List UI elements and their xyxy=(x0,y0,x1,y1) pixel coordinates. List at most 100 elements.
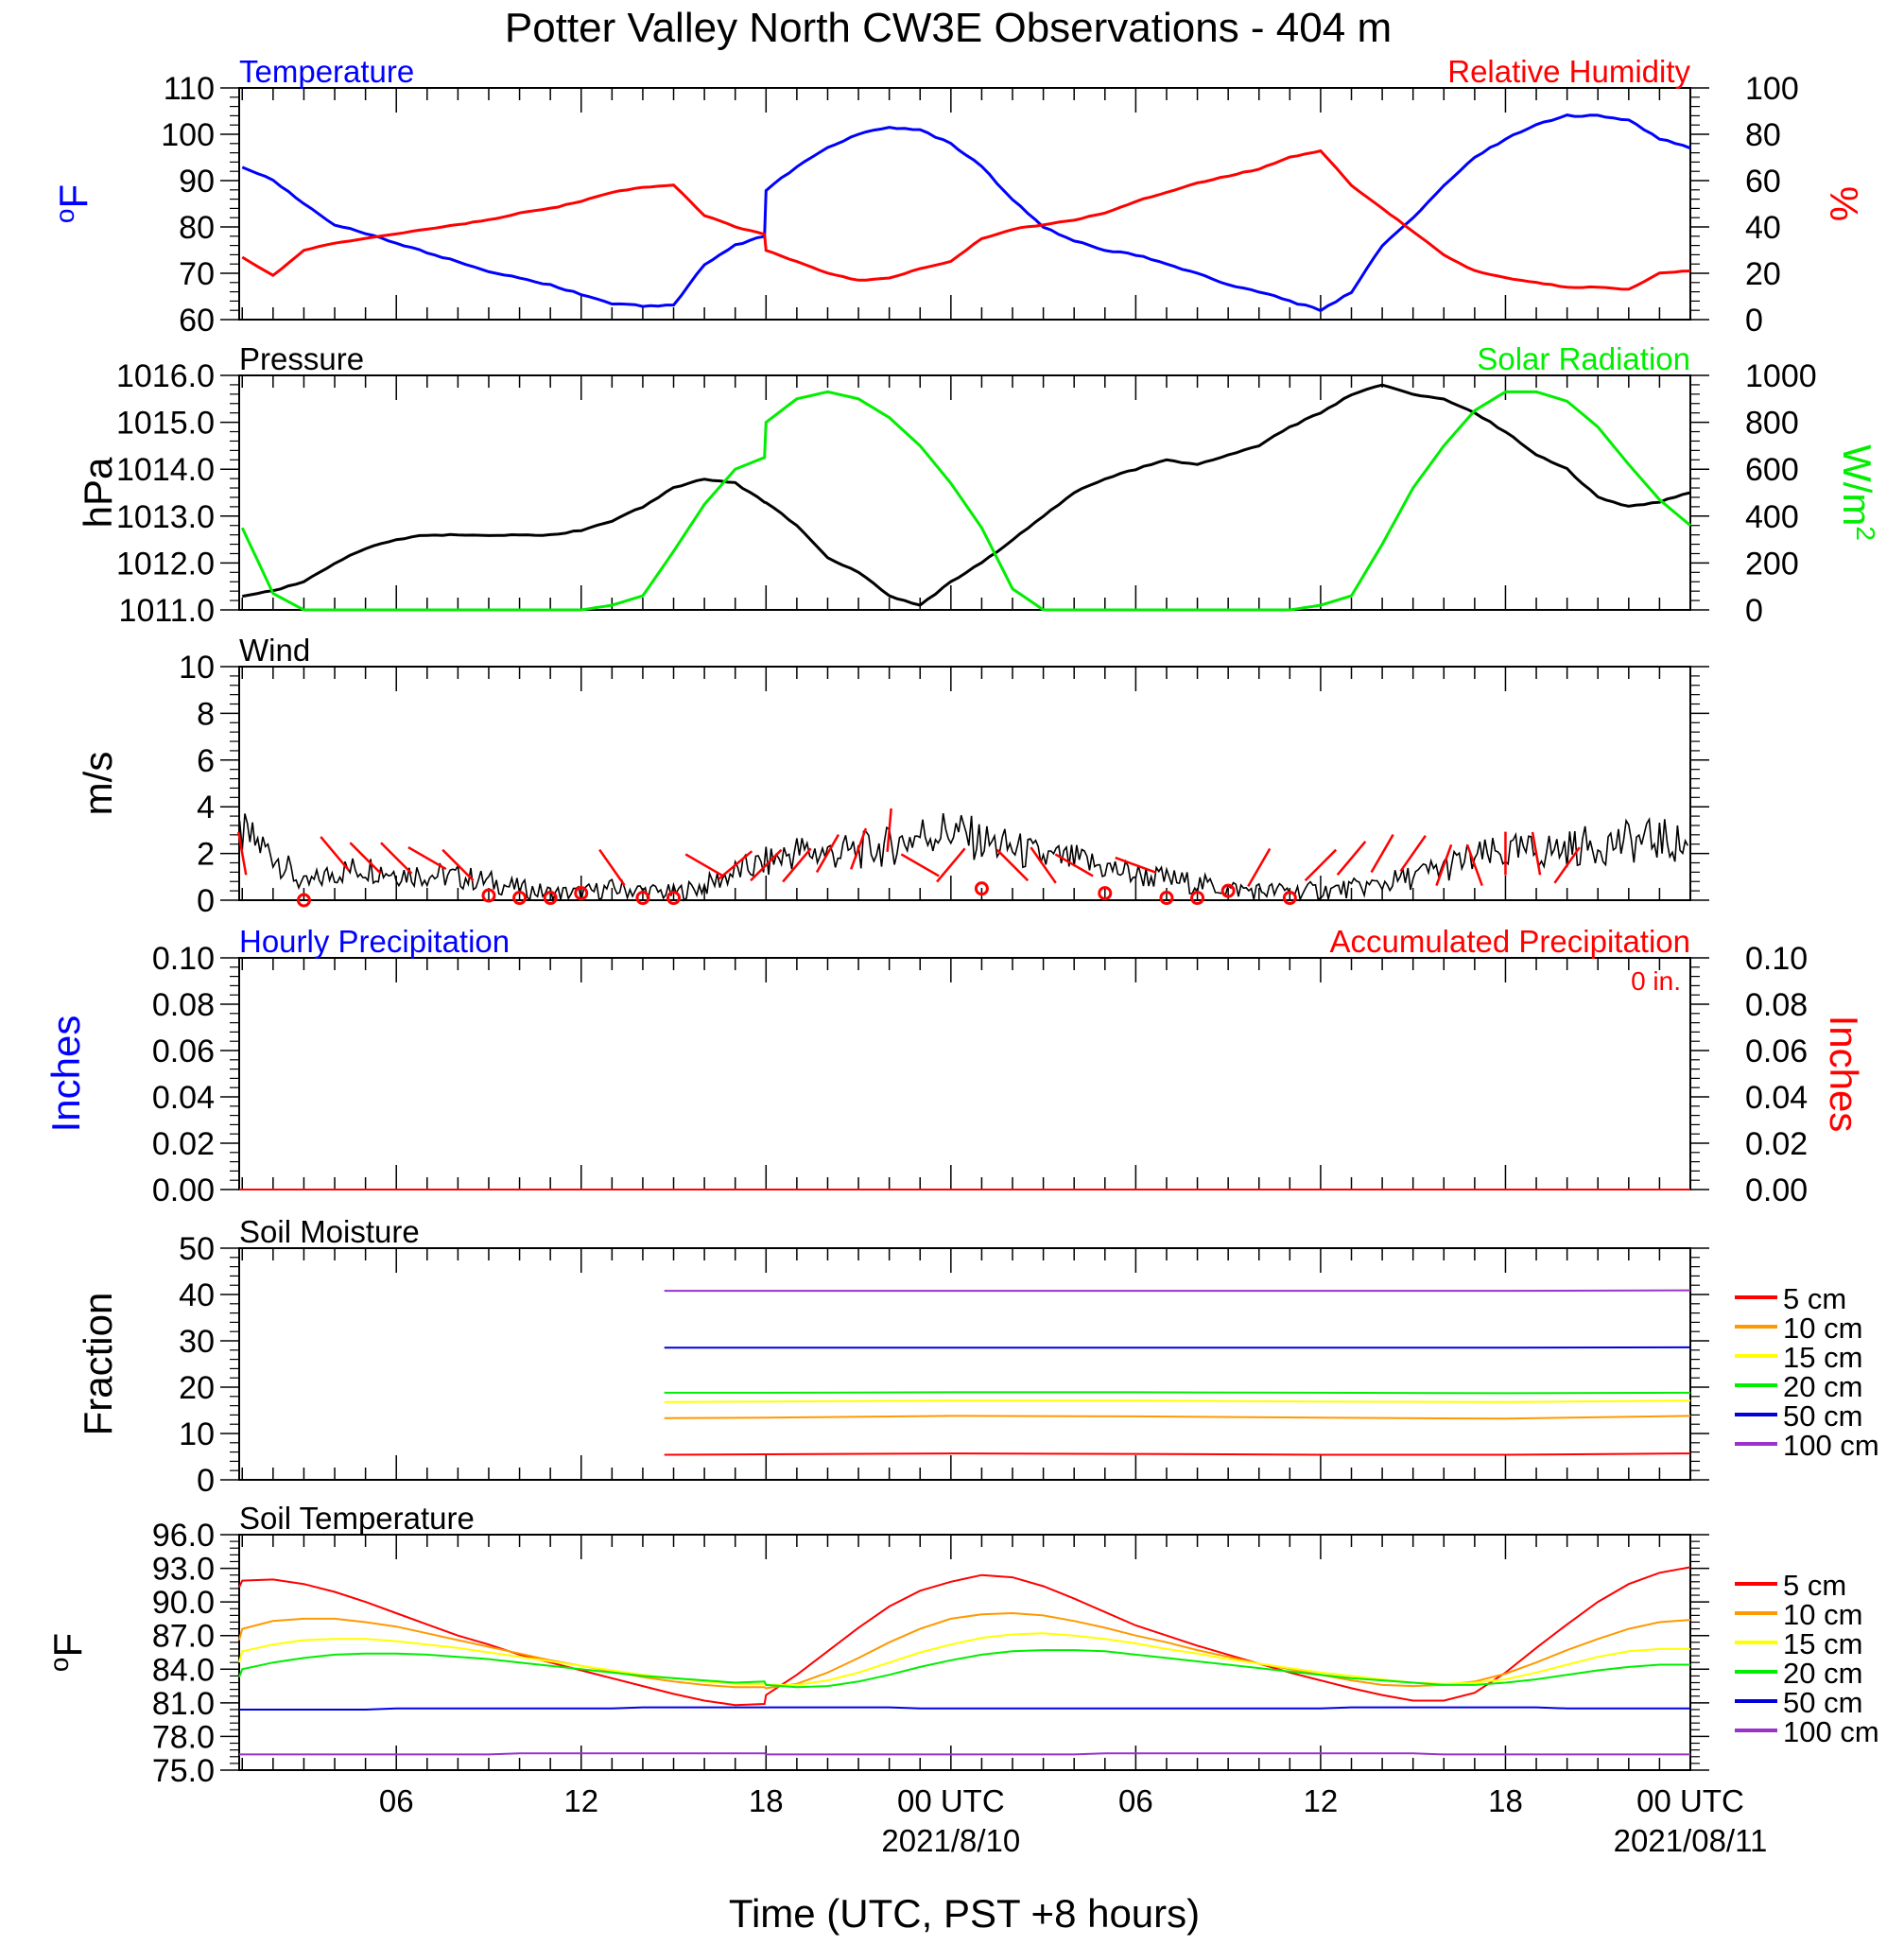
panel-temp_rh: 60 70 80 90 100 110 0 20 40 60 80 100 Temperature Rel… xyxy=(50,54,1866,339)
y-tick-label-left: 70 xyxy=(179,256,215,292)
wind-barb xyxy=(1115,856,1157,874)
panel-wind: 0 2 4 6 8 10 Wind m/s xyxy=(76,633,1709,919)
wind-barb xyxy=(900,853,940,877)
y-tick-label-left: 6 xyxy=(197,743,215,779)
x-date-label: 2021/08/11 xyxy=(1614,1823,1768,1858)
panel-left-title: Soil Temperature xyxy=(239,1501,475,1536)
legend-label: 15 cm xyxy=(1783,1341,1862,1374)
y-tick-label-left: 40 xyxy=(179,1277,215,1313)
wind-barb xyxy=(718,850,753,880)
panel-pressure_solar: 1011.0 1012.0 1013.0 1014.0 1015.0 1016.0 0 200… xyxy=(76,341,1880,629)
y-tick-label-left: 90.0 xyxy=(152,1585,215,1621)
wind-barb xyxy=(1435,843,1453,886)
y-tick-label-left: 0.06 xyxy=(152,1034,215,1069)
y-tick-label-right: 0.02 xyxy=(1745,1126,1808,1162)
y-tick-label-right: 600 xyxy=(1745,452,1799,488)
y-tick-label-right: 1000 xyxy=(1745,358,1817,394)
y-tick-label-right: 100 xyxy=(1745,71,1799,107)
y-axis-label-left: oF xyxy=(44,1633,90,1672)
panel-soil_temperature: 75.078.081.084.087.090.093.096.0 Soil Tem… xyxy=(44,1501,1879,1858)
wind-barb xyxy=(782,847,812,883)
y-tick-label-right: 0 xyxy=(1745,303,1763,339)
plot-frame xyxy=(238,87,1691,321)
y-tick-label-left: 90 xyxy=(179,164,215,200)
plot-frame xyxy=(238,1247,1691,1481)
panel-left-title: Pressure xyxy=(239,341,364,376)
y-tick-label-left: 0.10 xyxy=(152,941,215,977)
y-tick-label-right: 0.08 xyxy=(1745,987,1808,1023)
y-axis-label-left: Fraction xyxy=(76,1293,120,1436)
wind-barb-calm xyxy=(574,886,589,901)
wind-barb-calm xyxy=(543,891,558,906)
y-axis-label-left: m/s xyxy=(76,752,120,816)
wind-barb xyxy=(441,848,475,882)
y-tick-label-left: 60 xyxy=(179,303,215,339)
y-tick-label-left: 75.0 xyxy=(152,1753,215,1789)
legend-label: 20 cm xyxy=(1783,1370,1862,1403)
y-tick-label-right: 800 xyxy=(1745,406,1799,442)
y-tick-label-right: 40 xyxy=(1745,210,1781,246)
wind-barb xyxy=(886,808,892,852)
y-tick-label-right: 200 xyxy=(1745,546,1799,582)
wind-barb xyxy=(1553,846,1581,884)
y-axis-label-right: % xyxy=(1822,186,1866,221)
wind-barb xyxy=(750,848,783,882)
y-tick-label-left: 93.0 xyxy=(152,1552,215,1588)
y-tick-label-left: 1012.0 xyxy=(116,546,215,582)
plot-frame xyxy=(238,1534,1691,1771)
y-tick-label-left: 0.08 xyxy=(152,987,215,1023)
y-tick-label-right: 60 xyxy=(1745,164,1781,200)
wind-barb-calm xyxy=(296,893,311,908)
y-tick-label-left: 80 xyxy=(179,210,215,246)
plot-frame xyxy=(238,666,1691,901)
series-line-solar-radiation xyxy=(240,390,1691,612)
y-tick-label-right: 400 xyxy=(1745,499,1799,535)
wind-barb xyxy=(598,848,626,886)
panel-left-title: Temperature xyxy=(239,54,414,89)
y-tick-label-left: 81.0 xyxy=(152,1686,215,1722)
wind-barb xyxy=(850,827,868,870)
y-axis-label-right: W/m2 xyxy=(1835,444,1880,541)
y-axis-label-left: Inches xyxy=(43,1016,88,1133)
y-tick-label-left: 0.00 xyxy=(152,1173,215,1208)
y-tick-label-left: 100 xyxy=(161,117,215,153)
wind-barb-calm xyxy=(1190,891,1205,906)
wind-barb xyxy=(1399,835,1427,873)
panel-left-title: Soil Moisture xyxy=(239,1214,420,1249)
y-tick-label-left: 0 xyxy=(197,883,215,919)
legend-label: 10 cm xyxy=(1783,1312,1862,1345)
y-tick-label-left: 0 xyxy=(197,1463,215,1499)
y-tick-label-left: 84.0 xyxy=(152,1652,215,1688)
legend-label: 10 cm xyxy=(1783,1598,1862,1631)
panel-left-title: Hourly Precipitation xyxy=(239,924,510,959)
legend-label: 50 cm xyxy=(1783,1686,1862,1719)
panel-right-title: Relative Humidity xyxy=(1447,54,1690,89)
legend-label: 5 cm xyxy=(1783,1282,1846,1315)
y-tick-label-right: 0.04 xyxy=(1745,1080,1808,1116)
wind-barb xyxy=(684,853,724,877)
x-tick-label: 06 xyxy=(1118,1783,1153,1818)
legend-label: 100 cm xyxy=(1783,1429,1879,1462)
wind-barb xyxy=(380,842,413,875)
panel-left-title: Wind xyxy=(239,633,310,668)
x-date-label: 2021/8/10 xyxy=(881,1823,1020,1858)
wind-barb xyxy=(237,831,248,876)
y-tick-label-right: 0.00 xyxy=(1745,1173,1808,1208)
y-tick-label-left: 20 xyxy=(179,1370,215,1406)
legend-label: 50 cm xyxy=(1783,1399,1862,1433)
y-tick-label-left: 10 xyxy=(179,1416,215,1452)
x-tick-label: 18 xyxy=(1488,1783,1523,1818)
series-line-10-cm xyxy=(238,1611,1691,1690)
series-line-20-cm xyxy=(238,1649,1690,1689)
wind-barb xyxy=(320,836,350,872)
x-tick-label: 00 UTC xyxy=(1636,1783,1744,1818)
y-tick-label-left: 50 xyxy=(179,1231,215,1267)
figure-title: Potter Valley North CW3E Observations - … xyxy=(505,5,1392,51)
wind-barb xyxy=(995,848,1030,882)
x-tick-label: 00 UTC xyxy=(897,1783,1005,1818)
series-line-50-cm xyxy=(239,1706,1690,1711)
series-line-temperature xyxy=(241,113,1691,313)
panel-right-title: Solar Radiation xyxy=(1477,341,1690,376)
